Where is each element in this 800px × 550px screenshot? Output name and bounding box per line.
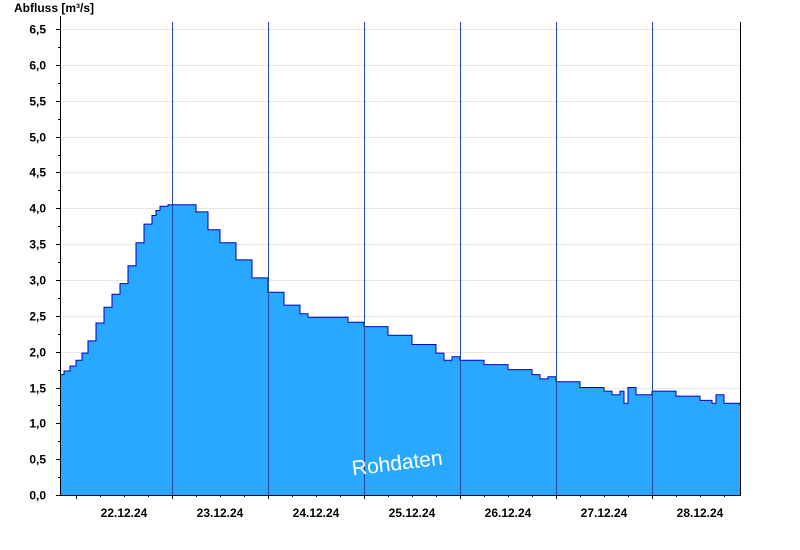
- x-tick-label: 26.12.24: [485, 506, 532, 520]
- y-tick-label: 2,0: [29, 346, 46, 360]
- y-tick-label: 5,5: [29, 95, 46, 109]
- y-tick-label: 1,5: [29, 382, 46, 396]
- y-tick-label: 0,5: [29, 453, 46, 467]
- y-tick-label: 1,0: [29, 417, 46, 431]
- y-tick-label: 0,0: [29, 489, 46, 503]
- day-lines: [172, 22, 653, 495]
- axes: [60, 16, 741, 496]
- y-tick-label: 6,0: [29, 59, 46, 73]
- y-tick-label: 5,0: [29, 131, 46, 145]
- y-tick-label: 6,5: [29, 23, 46, 37]
- y-tick-label: 4,0: [29, 202, 46, 216]
- y-ticks: 0,0 0,5 1,0 1,5 2,0 2,5 3,0 3,5 4,0 4,5 5,0 5,5 6,0 6…: [29, 23, 60, 503]
- series-area: [60, 204, 740, 496]
- x-tick-label: 22.12.24: [101, 506, 148, 520]
- y-tick-label: 3,0: [29, 274, 46, 288]
- x-tick-label: 27.12.24: [581, 506, 628, 520]
- x-tick-label: 24.12.24: [293, 506, 340, 520]
- y-axis-label: Abfluss [m³/s]: [14, 1, 95, 15]
- x-tick-label: 23.12.24: [197, 506, 244, 520]
- y-tick-label: 2,5: [29, 310, 46, 324]
- y-tick-label: 3,5: [29, 238, 46, 252]
- x-tick-label: 25.12.24: [389, 506, 436, 520]
- series-line: [60, 204, 741, 406]
- area-layer: [60, 204, 741, 496]
- y-tick-label: 4,5: [29, 166, 46, 180]
- x-tick-label: 28.12.24: [677, 506, 724, 520]
- x-ticks: 22.12.24 23.12.24 24.12.24 25.12.24 26.12.24…: [76, 495, 725, 520]
